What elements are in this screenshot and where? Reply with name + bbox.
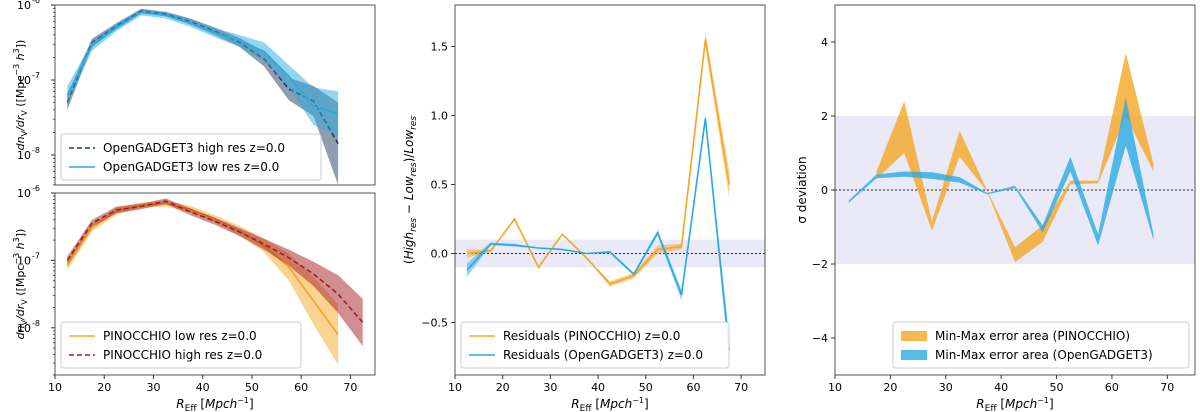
band-series-0 xyxy=(876,53,1154,263)
legend: PINOCCHIO low res z=0.0 PINOCCHIO high re… xyxy=(60,321,302,369)
legend: Min-Max error area (PINOCCHIO) Min-Max er… xyxy=(892,321,1190,369)
line-series-0 xyxy=(466,39,730,285)
xtick-label: 20 xyxy=(883,381,897,394)
plot-area xyxy=(835,53,1195,264)
axes-frame xyxy=(454,4,766,376)
ytick-exp: -6 xyxy=(32,184,40,193)
legend: Residuals (PINOCCHIO) z=0.0 Residuals (Op… xyxy=(460,321,730,369)
line-series-1 xyxy=(466,118,730,351)
xtick-label: 60 xyxy=(1105,381,1119,394)
legend-swatch xyxy=(901,350,927,360)
xtick-label: 70 xyxy=(1160,381,1174,394)
band-series-1 xyxy=(848,97,1154,246)
ytick-label: 10 xyxy=(17,0,31,12)
ytick-exp: -6 xyxy=(32,0,40,5)
plot-area xyxy=(66,198,364,365)
legend-box xyxy=(60,133,322,181)
legend: OpenGADGET3 high res z=0.0 OpenGADGET3 lo… xyxy=(60,133,322,181)
ytick-label: 10 xyxy=(17,187,31,200)
legend-label: Min-Max error area (OpenGADGET3) xyxy=(935,348,1153,362)
legend-label: PINOCCHIO high res z=0.0 xyxy=(103,348,262,362)
ytick-label: 0 xyxy=(821,184,828,197)
legend-swatch xyxy=(901,331,927,341)
xtick-label: 20 xyxy=(97,381,111,394)
ytick-exp: -7 xyxy=(32,71,40,80)
xtick-label: 10 xyxy=(48,381,62,394)
legend-box xyxy=(60,321,302,369)
x-axis-label: REff [Mpch−1] xyxy=(976,396,1053,412)
xtick-label: 60 xyxy=(686,381,700,394)
xtick-label: 60 xyxy=(294,381,308,394)
xtick-label: 20 xyxy=(496,381,510,394)
line-series-1 xyxy=(66,11,339,115)
ytick-label: 0.0 xyxy=(431,248,449,261)
axes-frame xyxy=(54,4,376,186)
panel-middle: −0.5 0.0 0.5 1.0 1.5 10 20 30 40 50 60 70 REff [Mpch… xyxy=(402,4,766,412)
xtick-label: 70 xyxy=(343,381,357,394)
ytick-label: 10 xyxy=(17,149,31,162)
ytick-label: 10 xyxy=(17,322,31,335)
ytick-label: −4 xyxy=(812,332,828,345)
xtick-label: 70 xyxy=(734,381,748,394)
xtick-label: 30 xyxy=(543,381,557,394)
ytick-label: 10 xyxy=(17,74,31,87)
plot-area xyxy=(455,32,765,364)
band-series-1 xyxy=(67,9,339,137)
x-axis-label: REff [Mpch−1] xyxy=(571,396,648,412)
ytick-exp: -7 xyxy=(32,251,40,260)
ytick-label: −2 xyxy=(812,258,828,271)
ytick-label: 4 xyxy=(821,36,828,49)
xtick-label: 10 xyxy=(448,381,462,394)
ytick-exp: -8 xyxy=(32,146,40,155)
xtick-label: 40 xyxy=(591,381,605,394)
y-axis-label: σ deviation xyxy=(795,156,809,223)
xtick-label: 50 xyxy=(245,381,259,394)
line-series-1 xyxy=(66,200,364,323)
xtick-label: 10 xyxy=(828,381,842,394)
legend-label: Residuals (PINOCCHIO) z=0.0 xyxy=(503,329,680,343)
ytick-exp: -8 xyxy=(32,319,40,328)
ytick-label: −0.5 xyxy=(421,317,448,330)
ytick-label: 1.5 xyxy=(431,40,449,53)
ytick-label: 10 xyxy=(17,254,31,267)
legend-label: Min-Max error area (PINOCCHIO) xyxy=(935,329,1130,343)
xtick-label: 50 xyxy=(1050,381,1064,394)
plot-area xyxy=(66,8,339,185)
xtick-label: 50 xyxy=(639,381,653,394)
legend-label: Residuals (OpenGADGET3) z=0.0 xyxy=(503,348,703,362)
xtick-label: 40 xyxy=(196,381,210,394)
legend-box xyxy=(892,321,1190,369)
xtick-label: 30 xyxy=(939,381,953,394)
legend-box xyxy=(460,321,730,369)
y-axis-label: dnV/drV ([Mpc−3 h3]) xyxy=(12,40,29,151)
legend-label: OpenGADGET3 high res z=0.0 xyxy=(103,141,285,155)
y-axis-label: dnV/drV ([Mpc−3 h3]) xyxy=(12,229,29,340)
xtick-label: 40 xyxy=(994,381,1008,394)
legend-label: PINOCCHIO low res z=0.0 xyxy=(103,329,257,343)
ytick-label: 2 xyxy=(821,110,828,123)
axes-frame xyxy=(54,192,376,376)
xtick-label: 30 xyxy=(146,381,160,394)
ytick-label: 0.5 xyxy=(431,178,449,191)
x-axis-label: REff [Mpch−1] xyxy=(176,396,253,412)
y-axis-label: (Highres − Lowres)/Lowres xyxy=(402,116,419,265)
ytick-label: 1.0 xyxy=(431,109,449,122)
legend-label: OpenGADGET3 low res z=0.0 xyxy=(103,160,279,174)
panel-right: −4 −2 0 2 4 10 20 30 40 50 60 70 REff [Mpch−1] σ devi… xyxy=(795,4,1196,412)
band-series-1 xyxy=(67,198,363,346)
